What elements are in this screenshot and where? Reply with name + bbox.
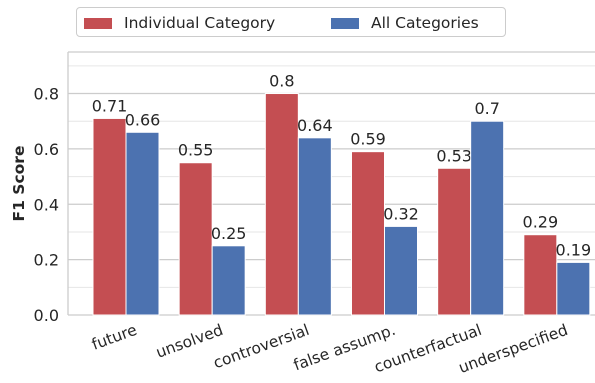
data-label: 0.25 (211, 224, 247, 243)
legend-label-all: All Categories (371, 14, 479, 32)
legend-item-all: All Categories (331, 14, 479, 32)
legend-swatch-all (331, 17, 359, 29)
legend: Individual Category All Categories (76, 7, 506, 37)
bar (437, 167, 472, 316)
data-label: 0.66 (125, 110, 161, 129)
bar (211, 245, 246, 316)
x-tick-label: future (89, 321, 139, 354)
legend-label-individual: Individual Category (124, 14, 276, 32)
data-label: 0.71 (92, 96, 128, 115)
legend-item-individual: Individual Category (84, 14, 275, 32)
y-tick-label: 0.6 (34, 140, 59, 159)
bar (178, 162, 213, 316)
bar (125, 131, 160, 316)
bar (92, 117, 127, 316)
bar (470, 120, 505, 316)
y-axis-label: F1 Score (10, 146, 28, 222)
data-label: 0.53 (436, 146, 472, 165)
data-label: 0.32 (383, 204, 419, 223)
bar (384, 225, 418, 316)
data-label: 0.7 (474, 99, 499, 118)
bar (556, 261, 591, 316)
data-label: 0.55 (178, 141, 214, 160)
legend-swatch-individual (84, 17, 112, 29)
bar (264, 93, 299, 316)
bar (523, 234, 558, 316)
y-tick-label: 0.8 (34, 85, 59, 104)
y-tick-label: 0.4 (34, 195, 59, 214)
y-tick-label: 0.0 (34, 306, 59, 325)
y-tick-label: 0.2 (34, 251, 59, 270)
bar (351, 151, 385, 316)
bar (297, 137, 332, 316)
data-label: 0.59 (350, 130, 386, 149)
data-label: 0.19 (556, 240, 592, 259)
data-label: 0.64 (297, 116, 333, 135)
data-label: 0.29 (523, 213, 559, 232)
data-label: 0.8 (269, 72, 294, 91)
